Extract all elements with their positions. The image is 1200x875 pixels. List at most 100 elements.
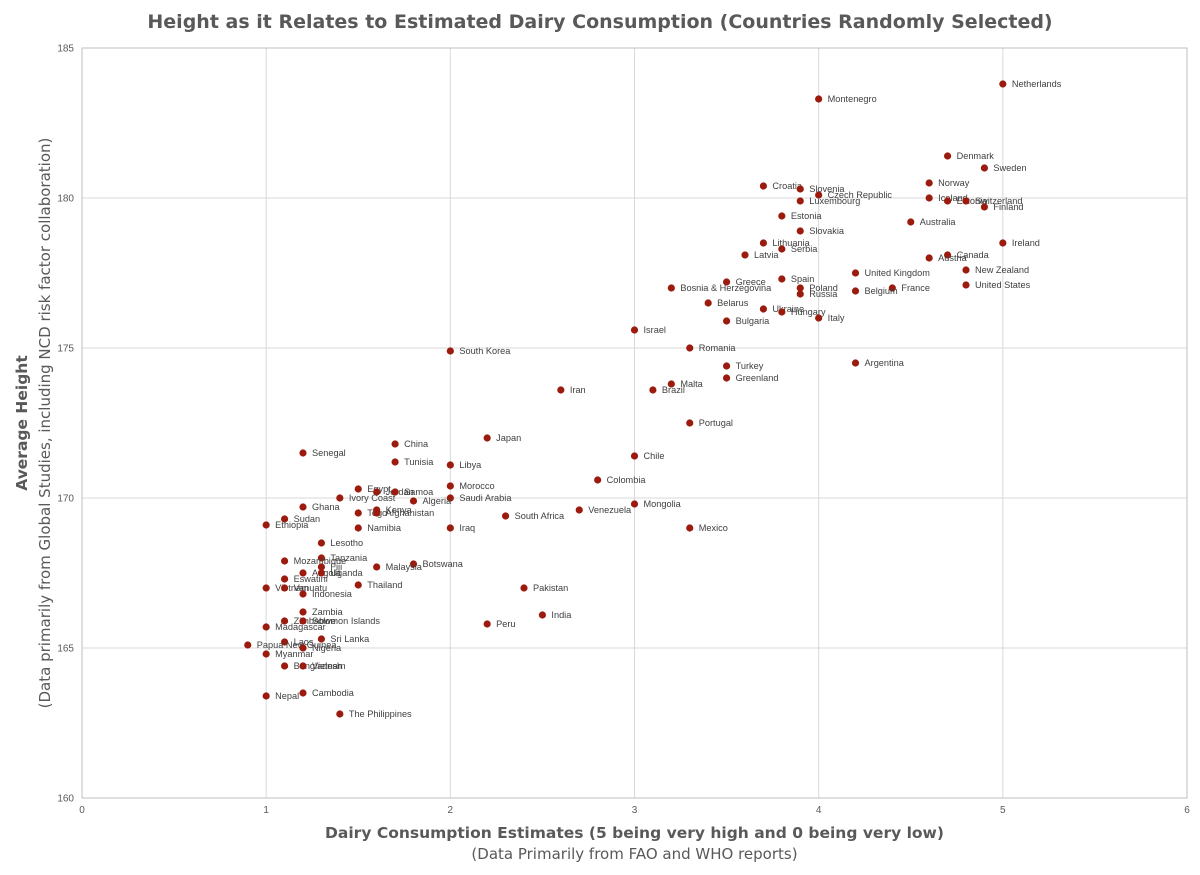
data-point: United States — [962, 280, 1031, 290]
data-point-marker — [409, 560, 418, 568]
data-point-marker — [796, 197, 804, 205]
data-point: Vietnam — [299, 661, 346, 671]
data-point: Russia — [796, 289, 838, 299]
y-axis-subtitle: (Data primarily from Global Studies, inc… — [36, 138, 54, 709]
data-point-label: France — [901, 283, 930, 293]
data-point-label: The Philippines — [349, 709, 412, 719]
data-point-label: Belgium — [865, 286, 899, 296]
data-point-marker — [796, 284, 804, 292]
data-point-label: Namibia — [367, 523, 402, 533]
data-point-marker — [962, 281, 970, 289]
data-point: Iran — [557, 385, 586, 395]
data-point-label: Lesotho — [330, 538, 363, 548]
data-point-label: Eswatini — [294, 574, 328, 584]
data-point-marker — [317, 539, 326, 547]
data-point-label: Australia — [920, 217, 957, 227]
data-point: Czech Republic — [815, 190, 892, 200]
data-point-label: Chile — [644, 451, 665, 461]
plot-area — [81, 47, 1188, 799]
data-point: Tunisia — [391, 457, 434, 467]
data-point-label: Latvia — [754, 250, 779, 260]
data-point-marker — [778, 245, 786, 253]
data-point-marker — [446, 347, 454, 355]
data-point-label: South Africa — [515, 511, 565, 521]
data-point-marker — [796, 185, 804, 193]
data-point-label: Poland — [809, 283, 838, 293]
data-point-label: Iceland — [938, 193, 968, 203]
data-point-label: Sweden — [993, 163, 1026, 173]
data-point-marker — [630, 452, 639, 460]
data-point: Papua New Guinea — [244, 640, 337, 650]
data-point-marker — [354, 524, 362, 532]
y-tick-label: 160 — [57, 794, 74, 805]
data-point: Saudi Arabia — [446, 493, 512, 503]
data-point-label: Iran — [570, 385, 586, 395]
data-point-label: Ukraine — [772, 304, 804, 314]
data-point: Portugal — [686, 418, 733, 428]
data-point-marker — [741, 251, 749, 259]
data-point-label: Austria — [938, 253, 967, 263]
data-point-marker — [373, 488, 381, 496]
data-point-marker — [925, 254, 933, 262]
data-point: Luxembourg — [796, 196, 860, 206]
data-point-label: New Zealand — [975, 265, 1029, 275]
data-point: Namibia — [354, 523, 402, 533]
y-tick-label: 185 — [57, 44, 74, 55]
x-tick-label: 0 — [79, 805, 85, 816]
data-point-marker — [907, 218, 915, 226]
data-point: Thailand — [354, 580, 403, 590]
data-point-marker — [649, 386, 657, 394]
data-point-label: Jordan — [386, 487, 414, 497]
data-point-label: Slovenia — [809, 184, 845, 194]
data-point-label: Norway — [938, 178, 970, 188]
data-point: Belgium — [851, 286, 899, 296]
data-point-label: Fiji — [330, 562, 342, 572]
data-point-label: Bosnia & Herzegovina — [680, 283, 772, 293]
data-point-marker — [280, 617, 289, 625]
data-point-label: United States — [975, 280, 1031, 290]
data-point: Bosnia & Herzegovina — [667, 283, 772, 293]
data-point: Norway — [925, 178, 970, 188]
data-point: New Zealand — [962, 265, 1029, 275]
data-point: Nepal — [262, 691, 299, 701]
data-point: Estonia — [943, 196, 988, 206]
data-point: South Korea — [446, 346, 511, 356]
data-point-marker — [317, 554, 326, 562]
data-point: United Kingdom — [851, 268, 930, 278]
data-point: Croatia — [759, 181, 803, 191]
data-point: Indonesia — [299, 589, 353, 599]
data-point-label: Peru — [496, 619, 515, 629]
data-point-label: Ethiopia — [275, 520, 309, 530]
data-point-label: Hungary — [791, 307, 826, 317]
data-point-marker — [299, 503, 307, 511]
data-point-marker — [667, 284, 675, 292]
x-tick-label: 5 — [1000, 805, 1006, 816]
data-point-marker — [686, 524, 694, 532]
data-point: The Philippines — [336, 709, 412, 719]
data-points: Netherlands Montenegro Denmark Sweden Norway… — [244, 79, 1062, 719]
data-point-marker — [280, 584, 289, 592]
data-point: Spain — [778, 274, 814, 284]
data-point: Bangladesh — [280, 661, 342, 671]
data-point-marker — [280, 662, 289, 670]
data-point: China — [391, 439, 429, 449]
data-point: Sri Lanka — [317, 634, 370, 644]
data-point: Latvia — [741, 250, 779, 260]
data-point: Togo — [354, 508, 387, 518]
data-point-label: Tanzania — [330, 553, 368, 563]
data-point-label: Egypt — [367, 484, 391, 494]
data-point: Algeria — [409, 496, 452, 506]
data-point-label: Afghanistan — [386, 508, 435, 518]
data-point-marker — [815, 191, 823, 199]
data-point-label: Indonesia — [312, 589, 353, 599]
data-point-label: Denmark — [957, 151, 995, 161]
data-point: Malaysia — [373, 562, 423, 572]
data-point: Nigeria — [299, 643, 342, 653]
data-point-marker — [354, 509, 362, 517]
data-point: Brazil — [649, 385, 685, 395]
data-point: Ivory Coast — [336, 493, 396, 503]
data-point-marker — [925, 179, 933, 187]
data-point-marker — [317, 563, 326, 571]
data-point: Belarus — [704, 298, 749, 308]
